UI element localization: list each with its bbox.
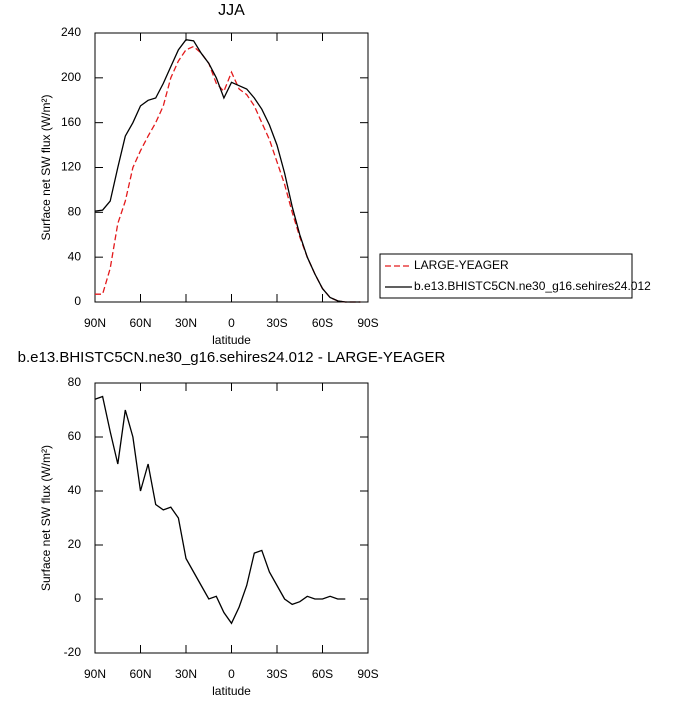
y-tick-label: 120 — [61, 160, 81, 174]
x-tick-label: 90N — [84, 667, 106, 681]
plot-frame — [94, 382, 369, 654]
y-tick-label: 240 — [61, 25, 81, 39]
x-tick-label: 60N — [129, 667, 151, 681]
y-tick-label: 160 — [61, 115, 81, 129]
x-axis-label: latitude — [212, 333, 251, 347]
x-tick-label: 60S — [312, 667, 333, 681]
x-tick-label: 0 — [228, 667, 235, 681]
y-tick-label: 40 — [68, 483, 82, 497]
chart-title: b.e13.BHISTC5CN.ne30_g16.sehires24.012 -… — [18, 349, 446, 366]
y-tick-label: 200 — [61, 70, 81, 84]
data-line — [94, 395, 346, 625]
x-tick-label: 90S — [357, 667, 378, 681]
legend-label: LARGE-YEAGER — [414, 258, 509, 272]
plot-frame — [94, 32, 369, 303]
legend-box — [379, 253, 633, 299]
y-tick-label: -20 — [64, 645, 82, 659]
x-tick-label: 30N — [175, 316, 197, 330]
x-tick-label: 90S — [357, 316, 378, 330]
x-tick-label: 30S — [266, 316, 287, 330]
y-tick-label: 20 — [68, 537, 82, 551]
data-line — [94, 39, 361, 303]
legend-label: b.e13.BHISTC5CN.ne30_g16.sehires24.012 — [414, 279, 651, 293]
y-tick-label: 40 — [68, 249, 82, 263]
y-axis-label: Surface net SW flux (W/m²) — [39, 94, 53, 240]
y-axis-label: Surface net SW flux (W/m²) — [39, 445, 53, 591]
x-tick-label: 60S — [312, 316, 333, 330]
x-axis-label: latitude — [212, 684, 251, 698]
x-tick-label: 60N — [129, 316, 151, 330]
chart-title: JJA — [218, 2, 245, 19]
x-tick-label: 30S — [266, 667, 287, 681]
y-tick-label: 0 — [74, 591, 81, 605]
y-tick-label: 60 — [68, 429, 82, 443]
x-tick-label: 0 — [228, 316, 235, 330]
x-tick-label: 90N — [84, 316, 106, 330]
y-tick-label: 80 — [68, 205, 82, 219]
y-tick-label: 80 — [68, 375, 82, 389]
data-line — [95, 45, 361, 303]
x-tick-label: 30N — [175, 667, 197, 681]
y-tick-label: 0 — [74, 294, 81, 308]
